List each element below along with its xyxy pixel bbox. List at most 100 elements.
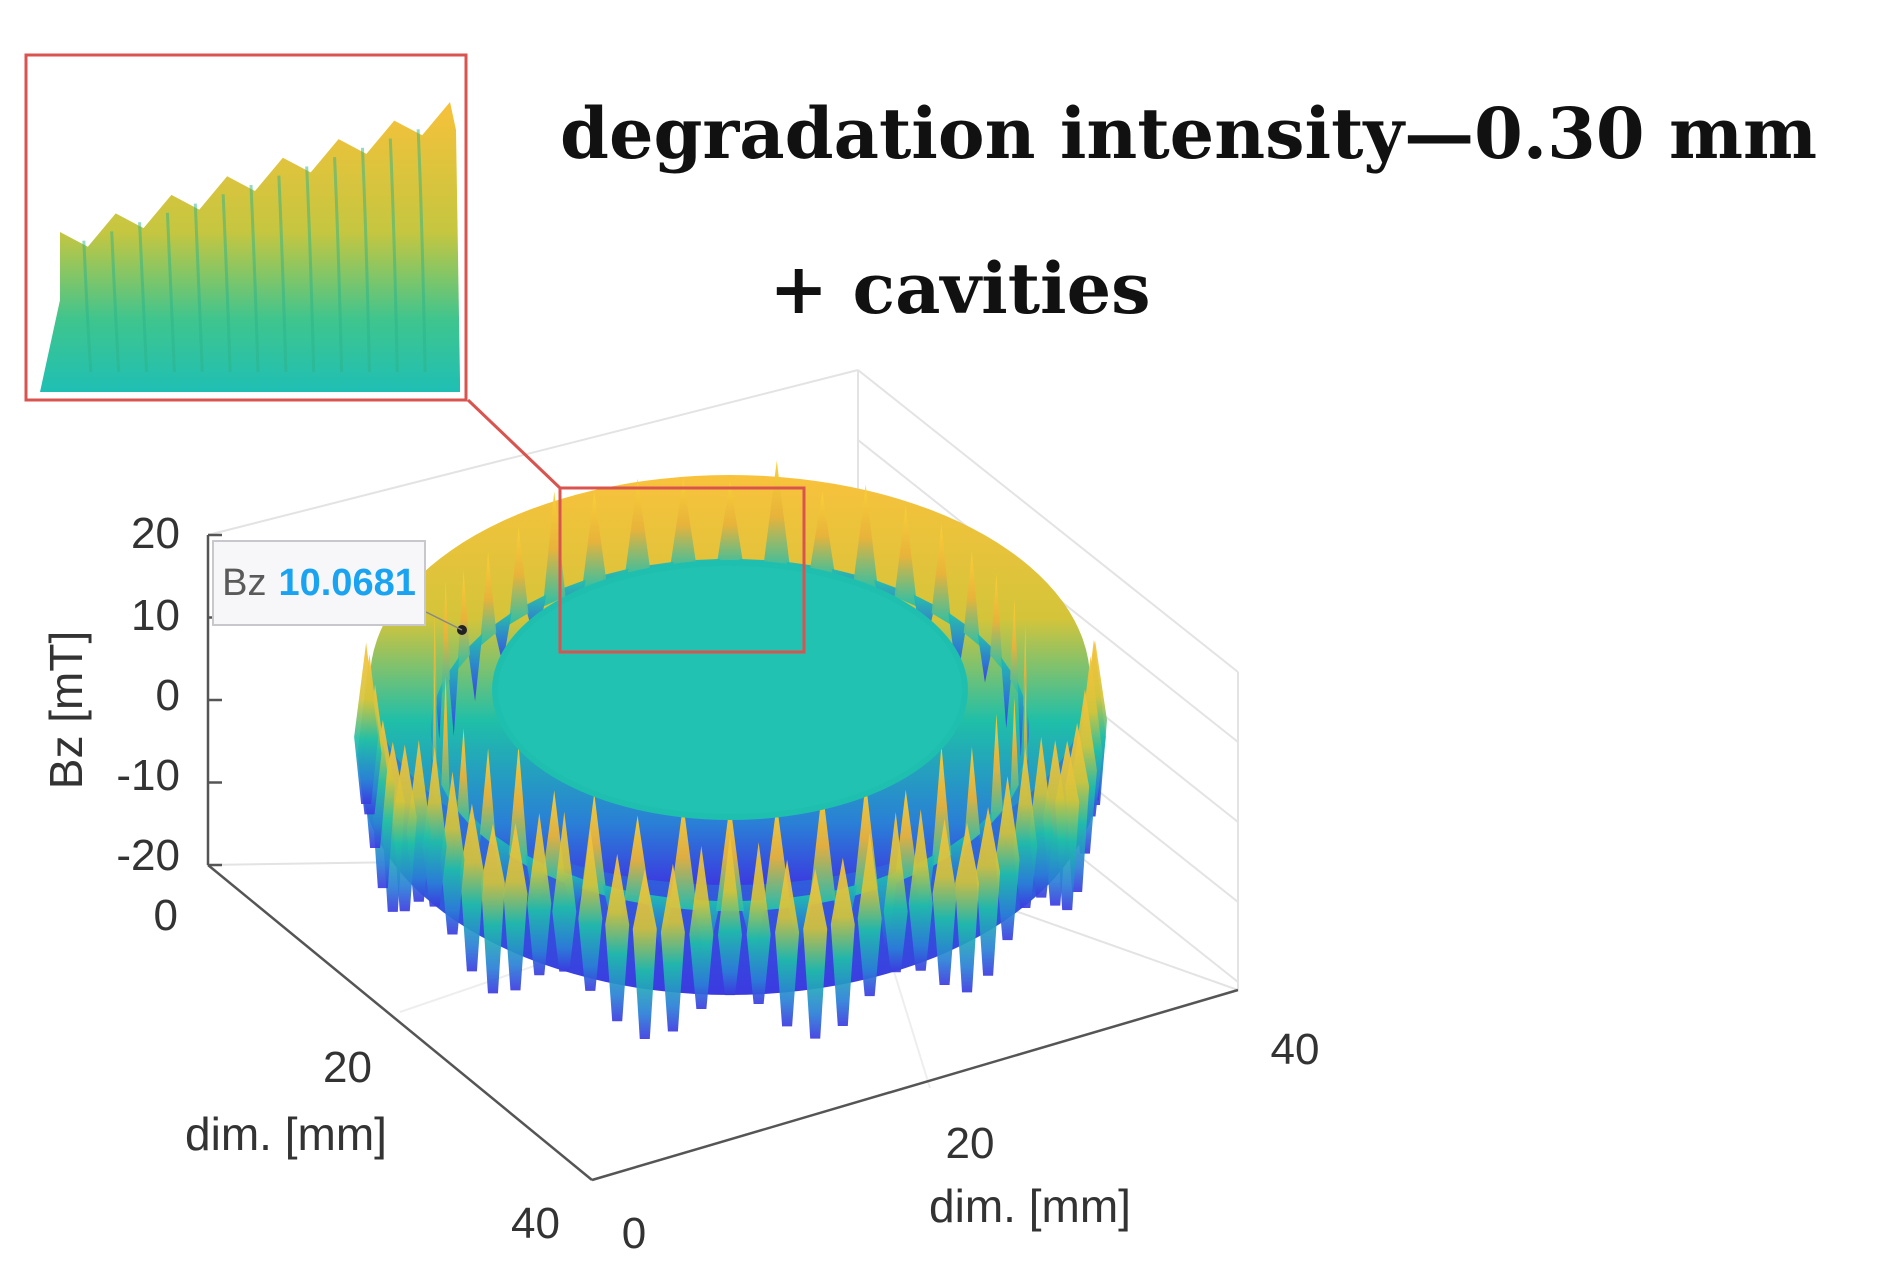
front-wall-spike (746, 842, 771, 1005)
front-wall-spike (908, 809, 933, 971)
ring-valley (948, 612, 967, 680)
ring-peak (762, 460, 791, 573)
ring-peak (432, 668, 437, 776)
ring-peak (441, 676, 450, 801)
x-axis-label: dim. [mm] (929, 1180, 1131, 1232)
front-wall-spike (354, 642, 379, 805)
inset-ridge-shade (110, 231, 121, 373)
ring-peak (1023, 624, 1028, 722)
ring-peak (990, 573, 1003, 670)
front-wall-spike (578, 828, 603, 991)
chart-title-line-2: + cavities (769, 247, 1151, 330)
ring-peak (1023, 682, 1028, 776)
inset-ridge-shade (221, 194, 232, 373)
y-tick-label: 20 (323, 1043, 372, 1092)
front-wall-spike (857, 832, 882, 997)
ring-peak (457, 728, 470, 826)
z-axis-label: Bz [mT] (40, 631, 92, 789)
ring-peak (457, 570, 470, 670)
ring-peak (624, 478, 651, 580)
ring-valley (1000, 656, 1012, 729)
ring-valley (1017, 681, 1025, 758)
inset-ridge-shade (165, 212, 176, 373)
ring-peak (894, 505, 918, 607)
ring-valley (1026, 708, 1030, 760)
ring-peak (669, 478, 698, 573)
front-wall-spike (660, 863, 685, 1032)
z-tick-label: -10 (116, 751, 180, 800)
datatip-leader (425, 611, 463, 631)
x-tick-label: 20 (946, 1119, 995, 1168)
datatip-value: 10.0681 (278, 561, 416, 604)
ring-peak (853, 484, 879, 592)
datatip: Bz 10.0681 (212, 540, 426, 626)
ring-valley (977, 633, 993, 683)
ring-peak (963, 551, 981, 647)
ring-peak (581, 491, 607, 592)
front-wall-spike (830, 857, 855, 1026)
x-tick-label: 40 (1271, 1025, 1320, 1074)
inset-ridge-shade (277, 175, 288, 373)
datatip-name: Bz (222, 561, 267, 604)
zoom-connector-line (466, 398, 562, 490)
ring-valley (467, 633, 483, 702)
y-tick-label: 40 (511, 1199, 560, 1248)
front-wall-spike (995, 775, 1020, 941)
ring-peak (990, 713, 1003, 826)
front-wall-spike (459, 803, 484, 972)
front-wall-spike (955, 822, 980, 993)
front-wall-spike (883, 812, 908, 973)
ring-valley (448, 656, 460, 737)
ring-peak (1010, 697, 1019, 801)
front-wall-spike (1013, 747, 1038, 908)
front-wall-spike (718, 835, 742, 996)
chart-title-line-1: degradation intensity—0.30 mm (560, 92, 1818, 175)
inner-plateau-center (498, 566, 962, 814)
ring-peak (441, 580, 450, 696)
front-wall-spike (552, 811, 577, 972)
zoom-region-frame (558, 486, 806, 654)
inset-ridge-shade (193, 203, 204, 373)
ring-peak (479, 552, 497, 647)
inset-ridge-shade (360, 147, 371, 373)
front-wall-spike (480, 823, 505, 994)
inset-zoom (24, 53, 468, 402)
front-wall-spike (503, 823, 528, 991)
front-wall-spike (932, 818, 957, 985)
ring-peak (508, 526, 529, 626)
ring-peak (963, 746, 981, 848)
y-axis-label: dim. [mm] (185, 1108, 387, 1160)
ring-peak (716, 480, 744, 569)
front-wall-spike (605, 853, 630, 1022)
front-wall-spike (689, 846, 714, 1009)
ring-peak (479, 748, 497, 848)
y-tick-label: 0 (154, 891, 178, 940)
y-axis-line (207, 864, 593, 1181)
inset-ridge-shade (138, 222, 149, 373)
inset-ridge-shade (388, 138, 399, 373)
front-wall-spike (976, 806, 1001, 976)
inset-ridge-shade (416, 129, 427, 373)
inset-ridge-shade (305, 166, 316, 373)
ring-peak (931, 523, 952, 626)
inset-ridge-shade (333, 157, 344, 373)
ring-valley (493, 612, 512, 665)
z-tick-label: 10 (131, 591, 180, 640)
ring-peak (1010, 599, 1019, 696)
front-wall-spike (440, 771, 465, 935)
z-tick-label: 0 (156, 671, 180, 720)
x-axis-line (591, 988, 1239, 1182)
ring-valley (435, 681, 443, 740)
tick-labels: 20 10 0 -10 -20 0 20 40 0 20 40 (116, 509, 1319, 1258)
ring-surface (354, 460, 1107, 1040)
front-wall-spike (803, 868, 828, 1039)
front-wall-spike (527, 812, 552, 976)
z-tick-label: -20 (116, 831, 180, 880)
front-wall-spike (422, 746, 447, 907)
inset-ridge-shade (82, 240, 93, 373)
z-tick-label: 20 (131, 509, 180, 558)
front-wall-spike (632, 869, 657, 1040)
ring-peak (809, 491, 836, 580)
inset-ridge-shade (249, 184, 260, 373)
